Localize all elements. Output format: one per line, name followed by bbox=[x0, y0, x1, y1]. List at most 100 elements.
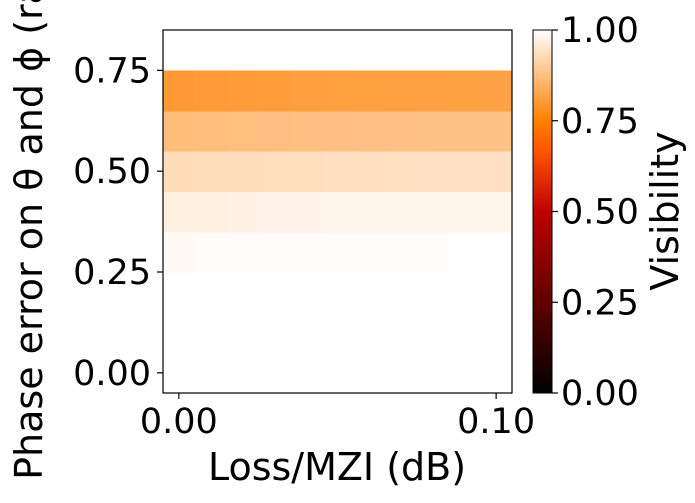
heatmap-cell bbox=[353, 191, 386, 233]
heatmap-cell bbox=[416, 352, 450, 394]
heatmap-cell bbox=[480, 110, 513, 152]
heatmap-cell bbox=[353, 231, 386, 273]
heatmap-cell bbox=[416, 272, 450, 313]
heatmap-cell bbox=[321, 312, 354, 354]
heatmap-cell bbox=[194, 352, 228, 394]
heatmap-cell bbox=[289, 231, 323, 273]
x-tick-label: 0.00 bbox=[140, 402, 218, 442]
heatmap-cell bbox=[194, 231, 228, 273]
heatmap-cell bbox=[321, 151, 354, 192]
colorbar-tick-label: 1.00 bbox=[561, 11, 639, 51]
heatmap-cell bbox=[163, 312, 196, 354]
heatmap-cell bbox=[321, 70, 354, 112]
heatmap-cell bbox=[353, 151, 386, 192]
heatmap-cell bbox=[448, 191, 481, 233]
heatmap-cell bbox=[258, 151, 291, 192]
heatmap-cell bbox=[258, 110, 291, 152]
colorbar-tick-label: 0.75 bbox=[561, 102, 639, 142]
heatmap-cell bbox=[321, 352, 354, 394]
heatmap-cell bbox=[194, 191, 228, 233]
heatmap-cell bbox=[480, 272, 513, 313]
heatmap-cell bbox=[385, 110, 418, 152]
heatmap-cell bbox=[480, 352, 513, 394]
heatmap-cell bbox=[289, 70, 323, 112]
heatmap-cell bbox=[258, 312, 291, 354]
heatmap-cell bbox=[416, 191, 450, 233]
colorbar-ticks: 0.00 0.25 0.50 0.75 1.00 bbox=[552, 11, 639, 414]
heatmap-cell bbox=[321, 110, 354, 152]
heatmap-cell bbox=[385, 151, 418, 192]
heatmap-cell bbox=[226, 110, 259, 152]
heatmap-cell bbox=[226, 352, 259, 394]
heatmap-cell bbox=[480, 191, 513, 233]
heatmap-cell bbox=[226, 231, 259, 273]
y-axis: 0.00 0.25 0.50 0.75 bbox=[73, 51, 163, 394]
heatmap-cell bbox=[321, 191, 354, 233]
heatmap-cell bbox=[353, 110, 386, 152]
heatmap-cell bbox=[353, 70, 386, 112]
heatmap-cell bbox=[480, 70, 513, 112]
heatmap-cell bbox=[163, 231, 196, 273]
heatmap-cell bbox=[385, 312, 418, 354]
heatmap-cell bbox=[226, 191, 259, 233]
heatmap-cell bbox=[416, 312, 450, 354]
heatmap-cell bbox=[321, 231, 354, 273]
heatmap-cell bbox=[194, 110, 228, 152]
heatmap-cell bbox=[289, 191, 323, 233]
heatmap-cell bbox=[289, 352, 323, 394]
heatmap-cell bbox=[416, 110, 450, 152]
heatmap-cell bbox=[289, 272, 323, 313]
y-tick-label: 0.00 bbox=[73, 354, 151, 394]
y-axis-label: Phase error on θ and ϕ (rad) bbox=[7, 0, 51, 480]
heatmap-cell bbox=[289, 312, 323, 354]
heatmap-cell bbox=[258, 352, 291, 394]
heatmap-cell bbox=[385, 272, 418, 313]
heatmap-cell bbox=[353, 352, 386, 394]
heatmap-cell bbox=[480, 312, 513, 354]
heatmap-cell bbox=[289, 110, 323, 152]
x-axis: 0.00 0.10 bbox=[140, 393, 535, 442]
colorbar-tick-label: 0.25 bbox=[561, 283, 639, 323]
heatmap-cells bbox=[163, 70, 513, 394]
y-tick-label: 0.75 bbox=[73, 51, 151, 91]
heatmap-cell bbox=[194, 312, 228, 354]
x-tick-label: 0.10 bbox=[457, 402, 535, 442]
heatmap-cell bbox=[448, 70, 481, 112]
heatmap-cell bbox=[258, 272, 291, 313]
heatmap-cell bbox=[226, 312, 259, 354]
heatmap-cell bbox=[194, 272, 228, 313]
heatmap-cell bbox=[194, 151, 228, 192]
heatmap-cell bbox=[480, 231, 513, 273]
heatmap-cell bbox=[385, 352, 418, 394]
y-tick-label: 0.25 bbox=[73, 253, 151, 293]
colorbar: 0.00 0.25 0.50 0.75 1.00 Visibility bbox=[532, 11, 687, 414]
heatmap-cell bbox=[448, 110, 481, 152]
heatmap-cell bbox=[226, 70, 259, 112]
heatmap-cell bbox=[194, 70, 228, 112]
colorbar-tick-label: 0.00 bbox=[561, 374, 639, 414]
heatmap-cell bbox=[385, 231, 418, 273]
heatmap-cell bbox=[163, 352, 196, 394]
heatmap-cell bbox=[480, 151, 513, 192]
colorbar-label: Visibility bbox=[643, 131, 687, 290]
heatmap-cell bbox=[163, 110, 196, 152]
heatmap-cell bbox=[258, 191, 291, 233]
y-tick-label: 0.50 bbox=[73, 152, 151, 192]
heatmap-cell bbox=[448, 151, 481, 192]
heatmap-cell bbox=[163, 191, 196, 233]
heatmap-cell bbox=[385, 191, 418, 233]
heatmap-cell bbox=[353, 312, 386, 354]
heatmap-cell bbox=[163, 70, 196, 112]
heatmap-cell bbox=[448, 312, 481, 354]
heatmap-cell bbox=[353, 272, 386, 313]
heatmap-cell bbox=[416, 70, 450, 112]
heatmap-cell bbox=[163, 151, 196, 192]
heatmap-cell bbox=[258, 231, 291, 273]
heatmap-cell bbox=[448, 231, 481, 273]
heatmap-cell bbox=[385, 70, 418, 112]
heatmap-cell bbox=[258, 70, 291, 112]
heatmap-cell bbox=[226, 151, 259, 192]
heatmap-cell bbox=[416, 151, 450, 192]
x-axis-label: Loss/MZI (dB) bbox=[208, 445, 466, 489]
